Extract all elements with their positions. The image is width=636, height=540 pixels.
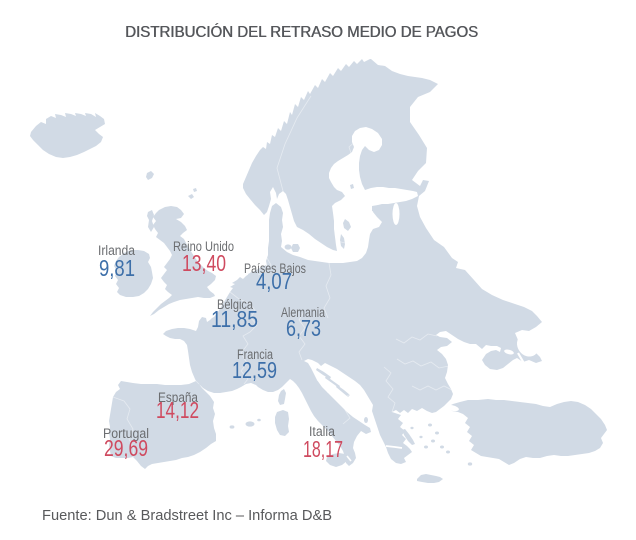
svg-text:14,12: 14,12 — [156, 397, 199, 423]
svg-text:12,59: 12,59 — [232, 357, 277, 383]
svg-text:18,17: 18,17 — [303, 436, 343, 462]
svg-text:DISTRIBUCIÓN DEL RETRASO MEDIO: DISTRIBUCIÓN DEL RETRASO MEDIO DE PAGOS — [125, 22, 478, 41]
svg-text:Francia: Francia — [237, 347, 273, 362]
svg-text:4,07: 4,07 — [256, 268, 292, 294]
svg-text:Italia: Italia — [309, 424, 335, 439]
svg-text:Países Bajos: Países Bajos — [244, 261, 306, 276]
svg-text:13,40: 13,40 — [182, 250, 226, 276]
svg-text:11,85: 11,85 — [211, 306, 258, 332]
svg-text:Irlanda: Irlanda — [98, 243, 135, 258]
svg-text:Bélgica: Bélgica — [217, 297, 253, 312]
svg-text:Fuente: Dun & Bradstreet Inc –: Fuente: Dun & Bradstreet Inc – Informa D… — [42, 507, 332, 524]
svg-text:Alemania: Alemania — [281, 305, 325, 320]
svg-text:9,81: 9,81 — [99, 255, 135, 281]
svg-text:Reino Unido: Reino Unido — [173, 239, 234, 254]
svg-text:6,73: 6,73 — [286, 315, 321, 341]
svg-text:Portugal: Portugal — [103, 426, 149, 441]
svg-text:29,69: 29,69 — [104, 435, 148, 461]
svg-text:España: España — [158, 390, 198, 405]
